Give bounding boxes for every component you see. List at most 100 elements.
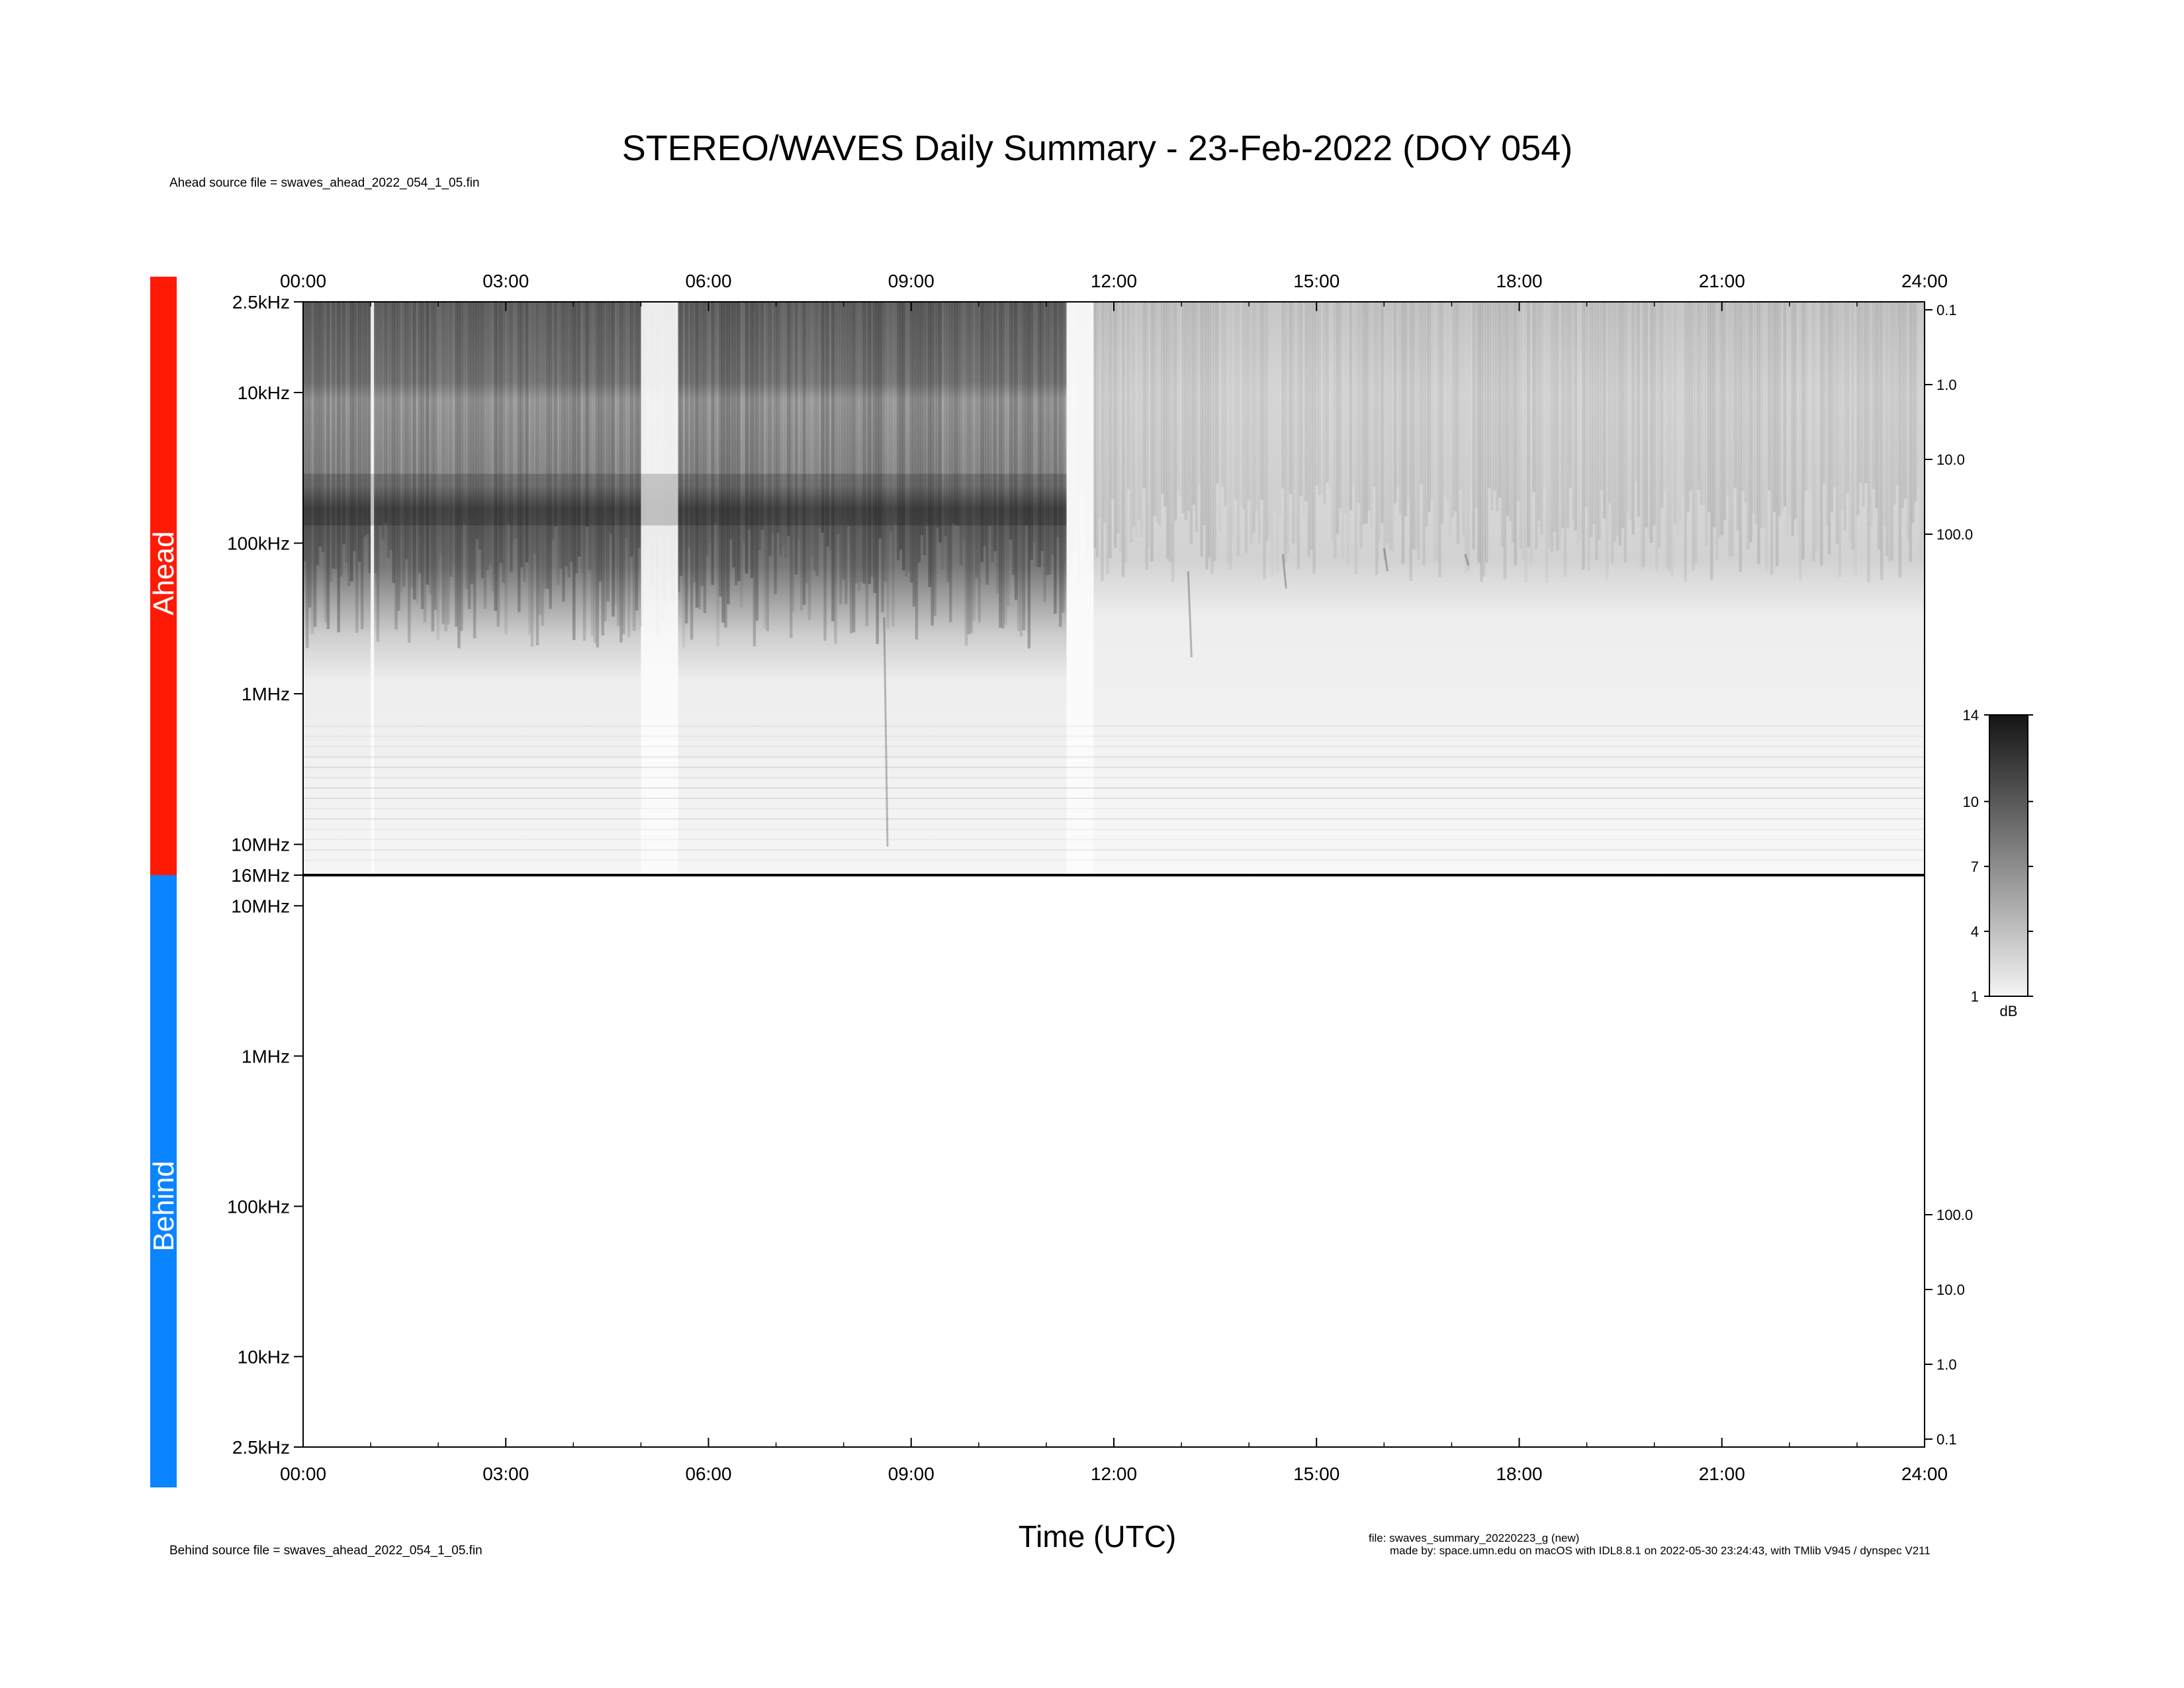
ahead-texture-stripe xyxy=(1516,302,1520,502)
behind-plot-frame xyxy=(302,874,1925,1448)
ahead-texture-stripe xyxy=(1851,302,1854,550)
ahead-texture-stripe xyxy=(1177,302,1180,491)
chart-title: STEREO/WAVES Daily Summary - 23-Feb-2022… xyxy=(622,128,1572,168)
ahead-texture-stripe xyxy=(1109,302,1112,559)
ahead-texture-stripe xyxy=(1621,302,1625,528)
ahead-texture-stripe xyxy=(1156,302,1159,523)
ahead-texture-stripe xyxy=(1459,302,1463,490)
ahead-texture-stripe xyxy=(821,302,824,533)
ahead-texture-stripe xyxy=(700,302,704,586)
ahead-texture-stripe xyxy=(347,302,351,586)
ahead-texture-stripe xyxy=(1854,302,1857,577)
colorbar-tick-label: 14 xyxy=(1963,707,1979,724)
ahead-texture-stripe xyxy=(1158,302,1161,526)
ahead-texture-stripe xyxy=(1715,302,1719,559)
ahead-burst-track xyxy=(1464,553,1470,566)
ahead-texture-stripe xyxy=(1712,302,1716,528)
ahead-texture-stripe xyxy=(1328,302,1332,489)
ahead-texture-stripe xyxy=(897,302,900,561)
ahead-texture-stripe xyxy=(582,302,586,641)
ahead-burst-track xyxy=(1281,553,1287,589)
ahead-texture-stripe xyxy=(494,302,498,611)
y-tick-label-behind: 10kHz xyxy=(238,1346,290,1367)
ahead-texture-stripe xyxy=(1898,302,1902,578)
ahead-texture-stripe xyxy=(1148,302,1151,549)
ahead-texture-stripe xyxy=(1203,302,1206,526)
x-tick-label-top: 18:00 xyxy=(1496,271,1542,291)
ahead-texture-stripe xyxy=(860,302,864,583)
ahead-texture-stripe xyxy=(711,302,715,585)
ahead-texture-stripe xyxy=(1760,302,1763,528)
ahead-texture-stripe xyxy=(1671,302,1674,578)
ahead-texture-stripe xyxy=(1365,302,1368,524)
ahead-texture-stripe xyxy=(567,302,570,578)
ahead-texture-stripe xyxy=(1477,302,1480,563)
ahead-texture-stripe xyxy=(559,302,563,569)
ahead-texture-stripe xyxy=(760,302,764,530)
ahead-texture-stripe xyxy=(423,302,427,623)
ahead-texture-stripe xyxy=(946,302,950,582)
y2-tick-label-behind: 100.0 xyxy=(1936,1207,1973,1223)
ahead-texture-stripe xyxy=(687,302,691,547)
y2-tick-label-ahead: 10.0 xyxy=(1936,451,1965,468)
ahead-texture-stripe xyxy=(303,302,306,561)
ahead-texture-stripe xyxy=(1401,302,1405,564)
ahead-texture-stripe xyxy=(1357,302,1361,503)
ahead-light-region xyxy=(1066,302,1925,875)
ahead-texture-stripe xyxy=(1794,302,1797,520)
ahead-texture-stripe xyxy=(1469,302,1473,487)
ahead-texture-stripe xyxy=(999,302,1002,628)
ahead-texture-stripe xyxy=(1263,302,1266,579)
x-tick-label-bottom: 21:00 xyxy=(1699,1464,1745,1484)
ahead-texture-stripe xyxy=(1610,302,1614,564)
ahead-texture-stripe xyxy=(954,302,958,525)
ahead-texture-stripe xyxy=(1848,302,1852,541)
behind-source-text: Behind source file = swaves_ahead_2022_0… xyxy=(169,1544,482,1558)
ahead-texture-stripe xyxy=(1271,302,1274,577)
ahead-texture-stripe xyxy=(1103,302,1107,524)
ahead-texture-stripe xyxy=(779,302,782,556)
ahead-texture-stripe xyxy=(580,302,584,574)
behind-side-bar xyxy=(150,875,177,1487)
ahead-texture-stripe xyxy=(831,302,835,622)
ahead-texture-stripe xyxy=(463,302,466,524)
ahead-texture-stripe xyxy=(1163,302,1167,507)
ahead-texture-stripe xyxy=(1255,302,1258,511)
ahead-texture-stripe xyxy=(1574,302,1578,531)
ahead-texture-stripe xyxy=(1412,302,1416,549)
ahead-texture-stripe xyxy=(1733,302,1737,488)
ahead-texture-stripe xyxy=(1559,302,1562,549)
ahead-texture-stripe xyxy=(1228,302,1232,570)
ahead-texture-stripe xyxy=(326,302,330,630)
ahead-texture-stripe xyxy=(1747,302,1750,550)
ahead-burst-track xyxy=(1187,571,1193,657)
ahead-texture-stripe xyxy=(507,302,510,524)
ahead-texture-stripe xyxy=(1344,302,1347,514)
ahead-texture-stripe xyxy=(1765,302,1768,572)
ahead-texture-stripe xyxy=(1789,302,1792,515)
ahead-texture-stripe xyxy=(742,302,746,542)
ahead-texture-stripe xyxy=(1592,302,1596,524)
colorbar-unit-label: dB xyxy=(2000,1003,2018,1019)
ahead-texture-stripe xyxy=(533,302,537,554)
ahead-texture-stripe xyxy=(1210,302,1214,575)
ahead-texture-stripe xyxy=(617,302,620,627)
ahead-texture-stripe xyxy=(1731,302,1735,557)
ahead-texture-stripe xyxy=(467,302,471,610)
ahead-texture-stripe xyxy=(737,302,741,581)
ahead-texture-stripe xyxy=(870,302,874,577)
ahead-texture-stripe xyxy=(334,302,338,569)
ahead-texture-stripe xyxy=(1304,302,1308,501)
ahead-texture-stripe xyxy=(972,302,976,621)
ahead-texture-stripe xyxy=(1064,302,1068,562)
ahead-texture-stripe xyxy=(1396,302,1400,487)
ahead-texture-stripe xyxy=(496,302,500,627)
ahead-texture-stripe xyxy=(379,302,383,526)
ahead-texture-stripe xyxy=(1192,302,1196,505)
ahead-texture-stripe xyxy=(365,302,369,534)
y-tick-label-behind: 2.5kHz xyxy=(232,1437,290,1458)
ahead-texture-stripe xyxy=(768,302,772,556)
ahead-texture-stripe xyxy=(846,302,850,527)
ahead-texture-stripe xyxy=(1682,302,1685,497)
